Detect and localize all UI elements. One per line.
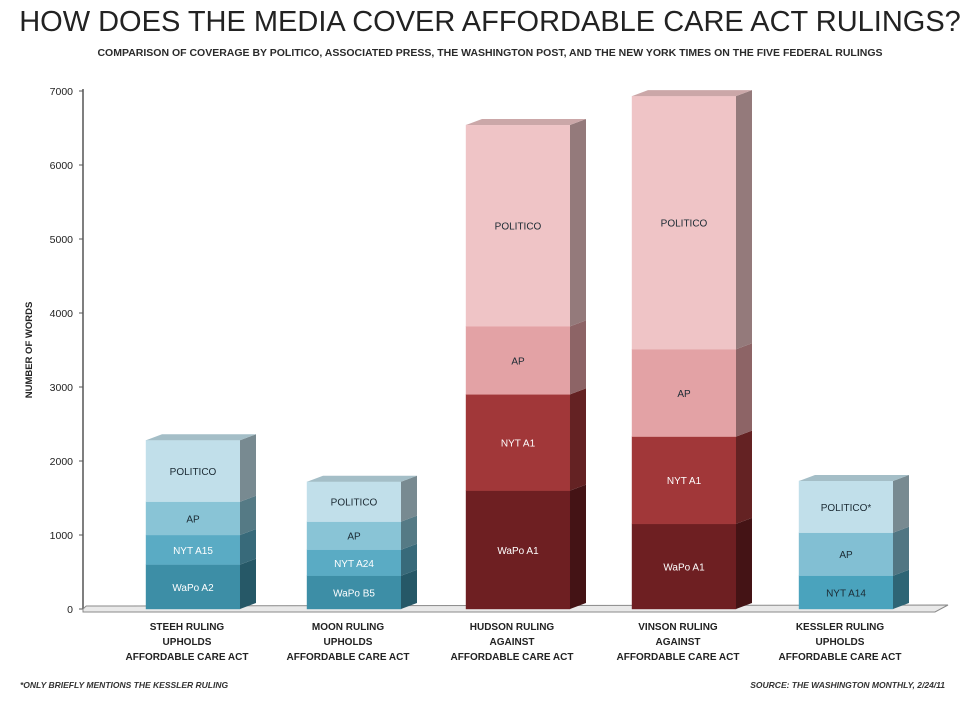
bar-segment-side <box>240 529 256 565</box>
bar-segment-side <box>240 495 256 535</box>
y-tick-label: 5000 <box>50 234 74 246</box>
bar-segment-side <box>736 90 752 350</box>
bar-top-face <box>466 119 586 126</box>
category-label: AFFORDABLE CARE ACT <box>451 652 574 663</box>
category-label: HUDSON RULING <box>470 622 555 633</box>
bar-segment-side <box>240 434 256 502</box>
category-label: AFFORDABLE CARE ACT <box>287 652 410 663</box>
y-tick-label: 4000 <box>50 308 74 320</box>
segment-label: AP <box>347 532 361 543</box>
bar-segment <box>306 481 402 522</box>
bar-top-face <box>799 474 909 481</box>
y-tick-label: 2000 <box>50 456 74 468</box>
chart-title: HOW DOES THE MEDIA COVER AFFORDABLE CARE… <box>19 6 961 38</box>
bar-segment <box>145 534 241 565</box>
y-tick-label: 7000 <box>50 86 74 98</box>
category-label: AGAINST <box>656 637 701 648</box>
bar-top-face <box>146 434 256 441</box>
category-label: AFFORDABLE CARE ACT <box>126 652 249 663</box>
category-label: AFFORDABLE CARE ACT <box>617 652 740 663</box>
bar-segment-side <box>570 484 586 609</box>
plot-area: 0 1000 2000 3000 4000 5000 6000 7000 NUMBER OF W… <box>24 86 949 663</box>
category-label: AGAINST <box>490 637 535 648</box>
bar-segment-side <box>240 558 256 609</box>
bar-segment-side <box>736 517 752 609</box>
segment-label: NYT A1 <box>501 439 536 450</box>
bar-segment <box>798 575 894 610</box>
bar-segment <box>145 564 241 610</box>
category-label: MOON RULING <box>312 622 384 633</box>
bar-group: WaPo A1 NYT A1 AP POLITICO <box>631 90 752 610</box>
segment-label: WaPo B5 <box>333 588 375 599</box>
category-label: AFFORDABLE CARE ACT <box>779 652 902 663</box>
bar-segment <box>306 521 402 550</box>
bar-segment-side <box>570 119 586 327</box>
segment-label: WaPo A2 <box>172 583 214 594</box>
bar-segment <box>631 436 737 525</box>
category-label: UPHOLDS <box>816 637 865 648</box>
y-tick-label: 6000 <box>50 160 74 172</box>
bar-segment-side <box>570 388 586 491</box>
category-label: VINSON RULING <box>638 622 718 633</box>
bar-segment-side <box>401 515 417 550</box>
bar-segment-side <box>893 526 909 576</box>
segment-label: POLITICO <box>331 498 378 509</box>
segment-label: NYT A15 <box>173 546 213 557</box>
chart-subtitle: COMPARISON OF COVERAGE BY POLITICO, ASSO… <box>97 47 882 59</box>
bar-segment-side <box>401 475 417 522</box>
bar-segment <box>798 532 894 576</box>
bar-segment-side <box>893 569 909 609</box>
bar-top-face <box>307 475 417 482</box>
segment-label: POLITICO* <box>821 503 872 514</box>
bar-segment <box>145 440 241 502</box>
bar-segment <box>465 124 571 327</box>
bar-group: WaPo A1 NYT A1 AP POLITICO <box>465 119 586 610</box>
bar-group: WaPo B5 NYT A24 AP POLITICO <box>306 475 417 610</box>
y-tick-label: 3000 <box>50 382 74 394</box>
y-tick-label: 1000 <box>50 530 74 542</box>
bar-top-face <box>632 90 752 97</box>
bar-segment-side <box>893 474 909 533</box>
y-tick-label: 0 <box>67 604 73 616</box>
segment-label: AP <box>186 514 200 525</box>
source-note: SOURCE: THE WASHINGTON MONTHLY, 2/24/11 <box>750 680 945 690</box>
category-label: KESSLER RULING <box>796 622 885 633</box>
segment-label: AP <box>677 389 691 400</box>
bar-segment <box>465 394 571 491</box>
bar-segment <box>306 575 402 610</box>
bar-group: NYT A14 AP POLITICO* <box>798 474 909 610</box>
segment-label: NYT A14 <box>826 588 866 599</box>
category-label: UPHOLDS <box>324 637 373 648</box>
category-label: STEEH RULING <box>150 622 225 633</box>
bar-segment-side <box>570 320 586 395</box>
footnote: *ONLY BRIEFLY MENTIONS THE KESSLER RULIN… <box>20 680 228 690</box>
bar-segment <box>631 95 737 350</box>
segment-label: POLITICO <box>170 467 217 478</box>
segment-label: POLITICO <box>495 222 542 233</box>
segment-label: NYT A1 <box>667 476 702 487</box>
bar-segment <box>631 349 737 437</box>
bar-segment <box>465 490 571 610</box>
bar-segment-side <box>401 543 417 576</box>
bar-segment-side <box>401 569 417 609</box>
segment-label: AP <box>511 356 525 367</box>
segment-label: NYT A24 <box>334 559 374 570</box>
bar-segment <box>631 523 737 610</box>
segment-label: WaPo A1 <box>663 562 705 573</box>
y-axis-label: NUMBER OF WORDS <box>24 302 35 399</box>
bar-segment <box>306 549 402 576</box>
bar-segment-side <box>736 430 752 524</box>
category-label: UPHOLDS <box>163 637 212 648</box>
segment-label: POLITICO <box>661 219 708 230</box>
segment-label: WaPo A1 <box>497 546 539 557</box>
bar-group: WaPo A2 NYT A15 AP POLITICO <box>145 434 256 610</box>
segment-label: AP <box>839 550 853 561</box>
bar-segment-side <box>736 343 752 437</box>
bar-segment <box>145 501 241 536</box>
